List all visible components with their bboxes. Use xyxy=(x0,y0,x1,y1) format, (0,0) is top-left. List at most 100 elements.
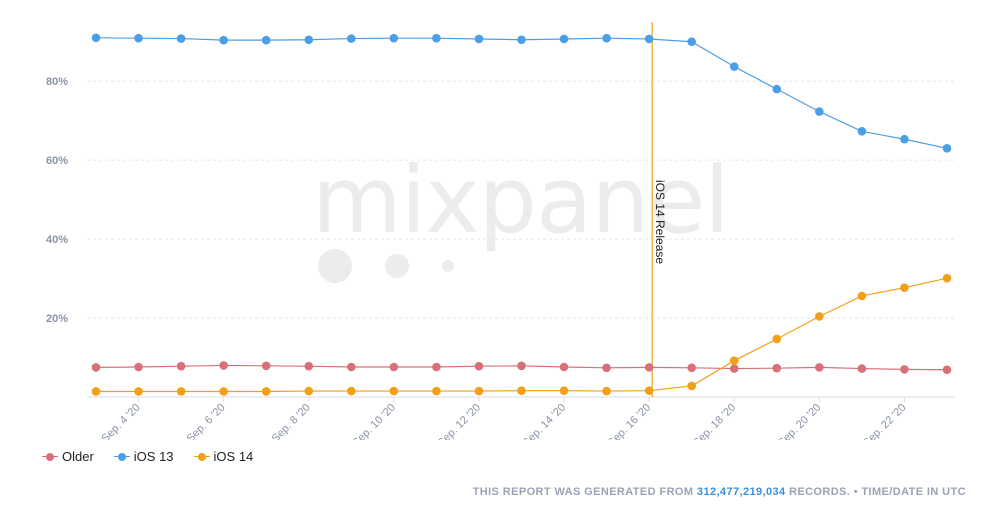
data-point xyxy=(432,362,441,372)
line-chart: mixpanel 20% 40% 60% 80% Sep. 4 '20 Sep. 6 '2… xyxy=(46,22,955,440)
legend-marker-icon xyxy=(113,452,130,462)
series-older xyxy=(91,361,952,375)
data-point xyxy=(815,363,824,372)
data-point xyxy=(772,363,782,373)
data-point xyxy=(219,361,228,370)
x-tick-label: Sep. 8 '20 xyxy=(270,402,313,440)
data-point xyxy=(91,33,101,43)
x-tick-label: Sep. 6 '20 xyxy=(184,402,227,440)
data-point xyxy=(91,387,101,396)
data-point xyxy=(517,386,526,395)
data-point xyxy=(261,387,271,396)
data-point xyxy=(815,107,824,116)
legend-item-older[interactable]: Older xyxy=(42,449,94,464)
watermark-dot-large xyxy=(318,249,352,283)
series-line xyxy=(95,37,948,149)
legend-marker-icon xyxy=(42,452,58,462)
data-point xyxy=(772,334,782,344)
footer-record-count: 312,477,219,034 xyxy=(696,486,786,498)
data-point xyxy=(644,363,654,372)
data-point xyxy=(474,361,484,371)
data-point xyxy=(432,33,441,43)
footer: THIS REPORT WAS GENERATED FROM 312,477,2… xyxy=(473,486,966,498)
x-tick-label: Sep. 22 '20 xyxy=(861,402,909,440)
data-point xyxy=(729,364,739,373)
data-point xyxy=(559,362,569,372)
data-point xyxy=(687,363,696,373)
y-tick-label: 60% xyxy=(46,155,68,167)
data-point xyxy=(602,386,611,396)
data-point xyxy=(644,34,654,44)
data-point xyxy=(602,363,611,373)
grid: 20% 40% 60% 80% Sep. 4 '20 Sep. 6 '20 Sep. 8 '… xyxy=(46,76,955,440)
y-tick-label: 20% xyxy=(46,313,68,325)
watermark-text: mixpanel xyxy=(312,147,729,254)
data-point xyxy=(219,387,228,396)
legend-item-ios-14[interactable]: iOS 14 xyxy=(193,449,254,464)
data-point xyxy=(389,362,399,372)
data-point xyxy=(857,364,867,373)
data-point xyxy=(304,386,314,396)
data-point xyxy=(942,144,952,153)
data-point xyxy=(729,62,739,71)
series-ios-14 xyxy=(91,273,952,396)
data-point xyxy=(347,34,356,43)
series-line xyxy=(96,277,948,393)
legend-marker-icon xyxy=(193,452,210,462)
annotation-label: iOS 14 Release xyxy=(653,180,667,264)
data-point xyxy=(474,386,484,396)
data-point xyxy=(134,33,143,43)
data-point xyxy=(134,362,143,372)
data-point xyxy=(900,365,909,374)
data-point xyxy=(559,34,569,44)
data-point xyxy=(91,363,101,372)
data-point xyxy=(176,34,186,43)
data-point xyxy=(134,387,143,396)
data-point xyxy=(687,37,696,47)
x-tick-label: Sep. 10 '20 xyxy=(350,402,398,440)
x-tick-label: Sep. 18 '20 xyxy=(691,402,739,440)
series-ios-13 xyxy=(91,33,952,153)
data-point xyxy=(772,84,782,94)
data-point xyxy=(857,291,867,301)
y-tick-label: 40% xyxy=(46,234,68,246)
footer-prefix: THIS REPORT WAS GENERATED FROM xyxy=(472,486,694,498)
y-tick-label: 80% xyxy=(46,76,68,88)
data-point xyxy=(219,35,228,45)
data-point xyxy=(815,312,824,321)
data-point xyxy=(729,356,739,365)
data-point xyxy=(389,33,399,43)
data-point xyxy=(347,386,356,396)
data-point xyxy=(644,386,654,395)
legend-label: iOS 13 xyxy=(133,449,174,464)
data-point xyxy=(602,33,611,43)
footer-suffix: RECORDS. • TIME/DATE IN UTC xyxy=(788,486,966,498)
x-tick-label: Sep. 14 '20 xyxy=(521,402,569,440)
legend: Older iOS 13 iOS 14 xyxy=(42,449,253,464)
data-point xyxy=(517,361,526,371)
watermark: mixpanel xyxy=(312,147,730,283)
data-point xyxy=(432,386,441,396)
data-point xyxy=(900,283,909,292)
data-point xyxy=(261,361,271,371)
data-point xyxy=(347,362,356,372)
data-point xyxy=(304,35,314,45)
data-point xyxy=(176,361,186,371)
data-point xyxy=(942,365,952,375)
data-point xyxy=(304,361,314,371)
watermark-dot-medium xyxy=(385,254,409,278)
legend-item-ios-13[interactable]: iOS 13 xyxy=(113,449,174,464)
x-tick-label: Sep. 12 '20 xyxy=(435,402,483,440)
data-point xyxy=(857,127,867,136)
annotation: iOS 14 Release xyxy=(651,22,667,397)
data-point xyxy=(559,386,569,395)
x-tick-label: Sep. 16 '20 xyxy=(606,402,654,440)
series xyxy=(91,33,952,396)
data-point xyxy=(176,387,186,396)
data-point xyxy=(389,386,399,396)
data-point xyxy=(687,381,696,391)
legend-label: iOS 14 xyxy=(213,449,254,464)
x-tick-label: Sep. 20 '20 xyxy=(776,402,824,440)
data-point xyxy=(942,273,952,283)
data-point xyxy=(517,35,526,45)
